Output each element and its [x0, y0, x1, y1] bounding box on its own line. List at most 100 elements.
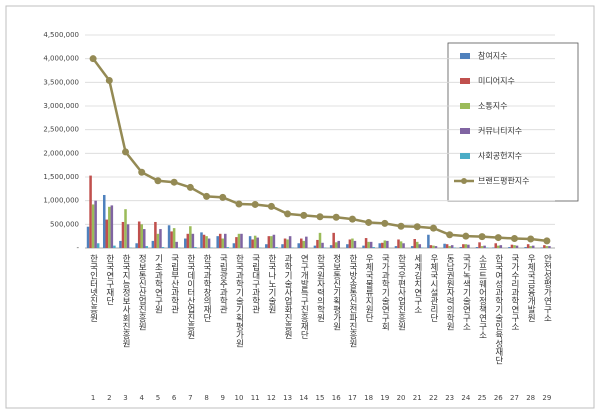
bar: [429, 245, 433, 248]
bar: [205, 236, 208, 248]
bar: [286, 239, 289, 248]
bar: [353, 240, 357, 248]
category-number: 9: [221, 394, 225, 402]
legend-swatch: [460, 153, 470, 159]
x-tick-label: 한국여성과학기술인육성재단: [493, 254, 503, 365]
x-tick-label: 정보통신산업진흥원: [137, 253, 147, 330]
bar: [175, 241, 178, 248]
bar: [200, 232, 203, 248]
bar: [105, 219, 109, 248]
x-tick-label: 정보통신기획평가원: [331, 253, 341, 330]
bar: [248, 236, 252, 248]
bar: [91, 204, 95, 248]
bar: [346, 244, 349, 248]
bar: [275, 247, 278, 248]
bar: [170, 231, 173, 248]
bar: [383, 240, 387, 248]
line-marker: [397, 222, 405, 230]
bar: [543, 245, 546, 248]
bar: [369, 241, 373, 248]
bar: [300, 238, 303, 248]
bar: [226, 247, 230, 248]
line-marker: [494, 234, 502, 242]
bar: [529, 246, 532, 248]
line-marker: [413, 223, 421, 231]
x-tick-label: 한국나노기술원: [266, 254, 276, 314]
line-marker: [446, 231, 454, 239]
category-number: 6: [172, 394, 177, 402]
bar: [283, 238, 287, 248]
bar: [415, 241, 419, 248]
bar: [494, 243, 498, 248]
line-marker: [478, 233, 486, 241]
category-number: 7: [188, 394, 192, 402]
y-tick-label: 4,000,000: [43, 55, 79, 63]
bar: [548, 246, 551, 248]
category-number: 28: [526, 394, 535, 402]
bar: [102, 194, 106, 248]
bar: [202, 234, 206, 248]
category-number: 25: [478, 394, 487, 402]
x-tick-label: 국립대구과학관: [250, 254, 260, 314]
x-tick-label: 한국연구재단: [104, 254, 114, 305]
bar: [96, 243, 100, 248]
bar: [281, 244, 284, 248]
x-tick-label: 한국방송통신전파진흥원: [347, 254, 357, 348]
x-tick-label: 한국우편사업진흥원: [396, 254, 406, 331]
category-number: 8: [204, 394, 208, 402]
bar: [499, 245, 503, 248]
x-tick-label: 동남권원자력의학원: [445, 254, 455, 331]
line-marker: [235, 200, 243, 208]
line-marker: [170, 178, 178, 186]
bar: [524, 247, 527, 248]
bar: [483, 245, 486, 248]
legend-swatch: [460, 53, 470, 59]
bar: [191, 233, 195, 248]
line-marker: [138, 168, 146, 176]
bar: [270, 236, 273, 248]
category-number: 23: [445, 394, 454, 402]
x-tick-label: 한국원자력의학원: [315, 254, 325, 322]
x-tick-label: 세계김치연구소: [412, 254, 422, 314]
category-number: 1: [91, 394, 95, 402]
y-tick-label: 500,000: [50, 220, 79, 228]
bar: [156, 233, 160, 248]
category-number: 20: [397, 394, 406, 402]
bar: [113, 245, 116, 248]
x-tick-label: 안전성평가연구소: [542, 253, 552, 322]
bar: [418, 244, 422, 248]
bar: [140, 224, 143, 248]
category-number: 15: [316, 394, 325, 402]
bar: [318, 232, 322, 248]
x-tick-label: 국가과학기술연구회: [380, 254, 390, 331]
bar: [137, 221, 141, 248]
category-number: 4: [139, 394, 144, 402]
x-tick-label: 우체국물류지원단: [364, 254, 374, 322]
bar: [240, 233, 243, 248]
x-tick-label: 국가녹색기술연구소: [461, 254, 471, 331]
bar: [313, 245, 317, 248]
bar: [348, 239, 352, 248]
bar: [151, 240, 155, 248]
category-number: 13: [283, 394, 292, 402]
category-number: 14: [299, 394, 308, 402]
bar: [381, 242, 384, 248]
bar: [526, 244, 530, 248]
category-number: 12: [267, 394, 276, 402]
line-marker: [332, 213, 340, 221]
bar: [119, 240, 122, 248]
bar: [450, 245, 454, 248]
line-marker: [381, 219, 389, 227]
y-tick-label: 2,000,000: [43, 149, 79, 157]
bar: [86, 226, 90, 248]
legend-label: 사회공헌지수: [478, 152, 522, 161]
legend-swatch: [460, 78, 470, 84]
legend-label: 미디어지수: [478, 76, 515, 86]
bar: [497, 245, 500, 248]
bar: [432, 245, 435, 248]
category-number: 2: [107, 394, 111, 402]
bar: [337, 240, 340, 248]
y-tick-label: 4,500,000: [43, 31, 79, 39]
bar: [302, 240, 306, 248]
category-number: 26: [494, 394, 503, 402]
